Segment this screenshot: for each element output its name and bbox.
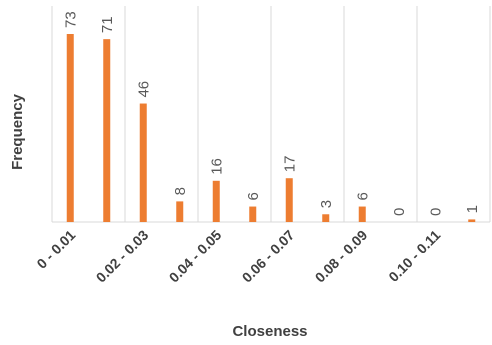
bars xyxy=(66,34,476,223)
bar-0.11-0.12 xyxy=(468,219,476,222)
data-label: 17 xyxy=(281,156,298,173)
bar-0-0.01 xyxy=(66,34,74,222)
data-labels: 73 71 46 8 16 6 17 3 6 0 0 1 xyxy=(62,11,481,216)
bar-0.02-0.03 xyxy=(139,103,147,222)
x-tick-label: 0.04 - 0.05 xyxy=(166,227,225,286)
bar-0.01-0.02 xyxy=(103,39,111,223)
x-tick-label: 0.02 - 0.03 xyxy=(93,227,152,286)
x-tick-label: 0.06 - 0.07 xyxy=(239,227,298,286)
data-label: 8 xyxy=(172,187,189,195)
data-label: 71 xyxy=(99,16,116,33)
data-label: 16 xyxy=(208,158,225,175)
bar-0.07-0.08 xyxy=(322,214,330,222)
bar-0.06-0.07 xyxy=(285,178,293,222)
data-label: 0 xyxy=(391,208,408,216)
y-axis-title: Frequency xyxy=(9,93,26,170)
data-label: 1 xyxy=(464,205,481,213)
x-axis-title: Closeness xyxy=(232,323,307,340)
data-label: 6 xyxy=(354,192,371,200)
data-label: 0 xyxy=(427,208,444,216)
gridlines xyxy=(51,6,491,222)
data-label: 73 xyxy=(62,11,79,28)
data-label: 3 xyxy=(318,200,335,208)
bar-0.04-0.05 xyxy=(212,180,220,222)
x-tick-labels: 0 - 0.01 0.02 - 0.03 0.04 - 0.05 0.06 - 0.0… xyxy=(33,227,443,286)
x-tick-label: 0 - 0.01 xyxy=(33,227,78,272)
x-tick-label: 0.10 - 0.11 xyxy=(385,227,443,285)
bar-0.08-0.09 xyxy=(358,206,366,222)
bar-0.05-0.06 xyxy=(249,206,257,222)
x-tick-label: 0.08 - 0.09 xyxy=(312,227,371,286)
data-label: 46 xyxy=(135,81,152,98)
data-label: 6 xyxy=(245,192,262,200)
bar-0.03-0.04 xyxy=(176,201,184,222)
